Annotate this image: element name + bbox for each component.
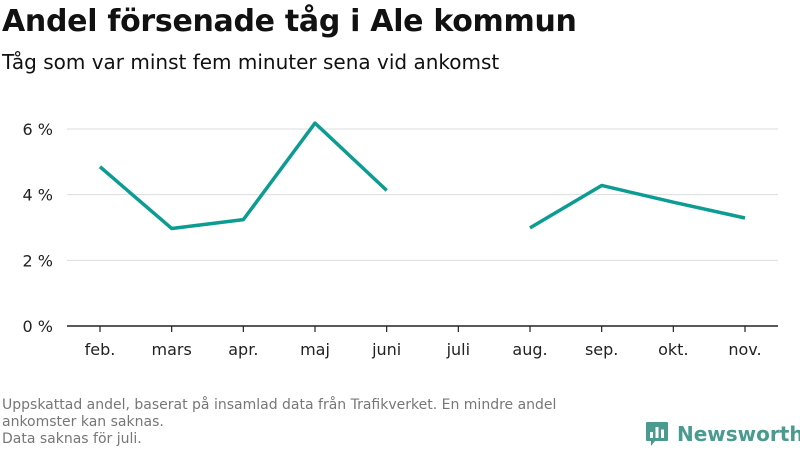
chart-title: Andel försenade tåg i Ale kommun [2,4,577,39]
y-tick-label: 0 % [23,317,53,336]
x-tick-label: maj [300,340,330,359]
data-point [528,226,532,230]
data-point [241,218,245,222]
footnote-source: Uppskattad andel, baserat på insamlad da… [2,397,557,430]
x-tick-label: sep. [585,340,618,359]
footnote: Uppskattad andel, baserat på insamlad da… [2,397,632,448]
footnote-missing-data: Data saknas för juli. [2,431,142,447]
x-tick-label: nov. [728,340,761,359]
y-tick-label: 6 % [23,120,53,139]
data-point [600,183,604,187]
y-tick-label: 4 % [23,186,53,205]
x-tick-label: juli [446,340,470,359]
x-tick-label: feb. [85,340,116,359]
brand-name: Newsworthy [677,422,800,446]
data-point [671,200,675,204]
x-tick-label: apr. [228,340,258,359]
x-tick-label: okt. [658,340,688,359]
data-point [743,216,747,220]
data-point [385,188,389,192]
chart-subtitle: Tåg som var minst fem minuter sena vid a… [2,50,500,74]
x-tick-label: aug. [512,340,547,359]
x-tick-label: juni [371,340,401,359]
brand-logo: Newsworthy [645,420,800,448]
data-point [313,121,317,125]
series-line [98,121,388,231]
line-chart: 0 % 2 % 4 % 6 % feb. mars apr. maj juni juli aug. s… [23,120,778,359]
y-tick-label: 2 % [23,251,53,270]
bar-chart-badge-icon [646,422,668,446]
data-point [170,226,174,230]
x-tick-label: mars [152,340,192,359]
data-point [98,165,102,169]
series-line [529,183,746,230]
